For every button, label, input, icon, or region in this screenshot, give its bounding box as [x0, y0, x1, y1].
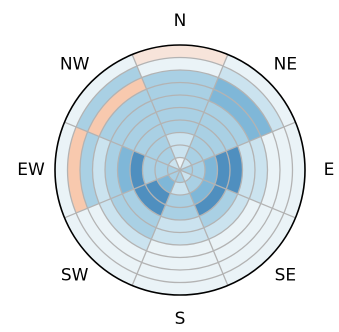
grid-ring-8	[79, 69, 281, 271]
cell-nw-ring-8	[87, 77, 147, 137]
cell-nw-ring-2	[156, 146, 176, 166]
direction-label-ne: NE	[274, 55, 297, 75]
cell-nw-ring-5	[122, 112, 161, 151]
direction-label-sw: SW	[61, 265, 89, 285]
cell-n-ring-2	[170, 145, 190, 159]
cell-n-ring-6	[151, 95, 209, 113]
cell-w-ring-3	[142, 155, 157, 185]
cell-s-ring-4	[160, 204, 200, 220]
cell-n-ring-4	[160, 119, 200, 136]
grid-spoke-6	[64, 169, 181, 219]
cell-ne-ring-3	[189, 135, 215, 161]
cell-w-ring-9	[67, 126, 88, 214]
cell-sw-ring-3	[145, 179, 171, 205]
grid-spoke-5	[131, 169, 181, 286]
polar-grid	[64, 54, 296, 286]
grid-ring-1	[166, 156, 194, 184]
grid-spoke-7	[64, 121, 181, 171]
cell-s-ring-6	[151, 227, 209, 246]
grid-ring-5	[116, 106, 244, 234]
cell-w-ring-2	[155, 160, 169, 180]
cell-w-ring-7	[92, 136, 111, 204]
grid-spoke-3	[179, 169, 296, 219]
cell-w-ring-1	[167, 165, 180, 175]
cell-ne-ring-6	[203, 100, 250, 147]
cell-se-ring-5	[199, 189, 238, 228]
cell-w-ring-6	[105, 141, 123, 199]
grid-ring-4	[129, 119, 231, 221]
grid-ring-2	[154, 144, 206, 196]
grid-ring-6	[104, 94, 256, 246]
cell-se-ring-3	[189, 179, 215, 205]
outer-ring	[54, 44, 306, 296]
grid-spoke-1	[179, 54, 229, 171]
cell-w-ring-4	[130, 150, 146, 190]
cell-se-ring-10	[223, 213, 296, 286]
cell-sw-ring-2	[156, 174, 176, 194]
cell-sw-ring-5	[122, 189, 161, 228]
cell-s-ring-2	[170, 181, 190, 195]
cell-e-ring-5	[226, 146, 243, 194]
cell-se-ring-4	[194, 184, 227, 217]
cell-w-ring-10	[55, 122, 77, 218]
cell-nw-ring-3	[145, 135, 171, 161]
grid-ring-9	[66, 56, 294, 284]
cell-s-ring-9	[136, 262, 224, 283]
direction-label-n: N	[174, 11, 187, 31]
grid-spoke-8	[131, 54, 181, 171]
grid-spoke-4	[179, 169, 229, 286]
cell-n-ring-7	[146, 82, 214, 101]
grid-spoke-2	[179, 121, 296, 171]
cell-e-ring-1	[180, 165, 193, 175]
cell-e-ring-9	[272, 126, 293, 214]
cell-e-ring-10	[283, 122, 306, 218]
cell-se-ring-8	[213, 203, 273, 263]
cell-s-ring-10	[132, 273, 228, 296]
direction-label-ew: EW	[17, 160, 45, 180]
cell-s-ring-1	[175, 170, 185, 183]
cell-ne-ring-8	[213, 77, 273, 137]
cell-ne-ring-10	[223, 54, 296, 127]
cell-n-ring-10	[132, 44, 228, 67]
cell-s-ring-7	[146, 239, 214, 258]
cell-e-ring-4	[214, 150, 230, 190]
cell-sw-ring-7	[99, 198, 152, 251]
cell-nw-ring-6	[110, 100, 157, 147]
cell-nw-ring-4	[133, 123, 166, 156]
cell-ne-ring-5	[199, 112, 238, 151]
cell-n-ring-1	[175, 157, 185, 170]
cell-w-ring-5	[117, 146, 134, 194]
cell-n-ring-9	[136, 57, 224, 78]
direction-label-nw: NW	[60, 55, 90, 75]
cell-nw-ring-10	[64, 54, 137, 127]
cell-n-ring-5	[156, 107, 204, 124]
cell-sw-ring-4	[133, 184, 166, 217]
grid-ring-7	[91, 81, 269, 259]
cell-s-ring-5	[156, 216, 204, 233]
direction-label-se: SE	[275, 265, 297, 285]
cell-ne-ring-7	[208, 89, 261, 142]
cell-s-ring-3	[165, 193, 195, 208]
cell-sw-ring-10	[64, 213, 137, 286]
cell-se-ring-7	[208, 198, 261, 251]
grid-ring-3	[141, 131, 219, 209]
cell-e-ring-6	[237, 141, 255, 199]
cell-sw-ring-8	[87, 203, 147, 263]
cell-ne-ring-4	[194, 123, 227, 156]
cell-e-ring-7	[249, 136, 268, 204]
cell-se-ring-2	[184, 174, 204, 194]
cell-se-ring-6	[203, 193, 250, 240]
cell-ne-ring-2	[184, 146, 204, 166]
cell-e-ring-2	[191, 160, 206, 180]
cell-n-ring-3	[165, 132, 195, 147]
cell-nw-ring-7	[99, 89, 152, 142]
cell-sw-ring-6	[110, 193, 157, 240]
direction-labels: N NE E SE S SW EW NW	[17, 11, 334, 329]
direction-label-e: E	[324, 160, 335, 180]
cell-e-ring-3	[203, 155, 218, 185]
direction-label-s: S	[175, 309, 186, 329]
